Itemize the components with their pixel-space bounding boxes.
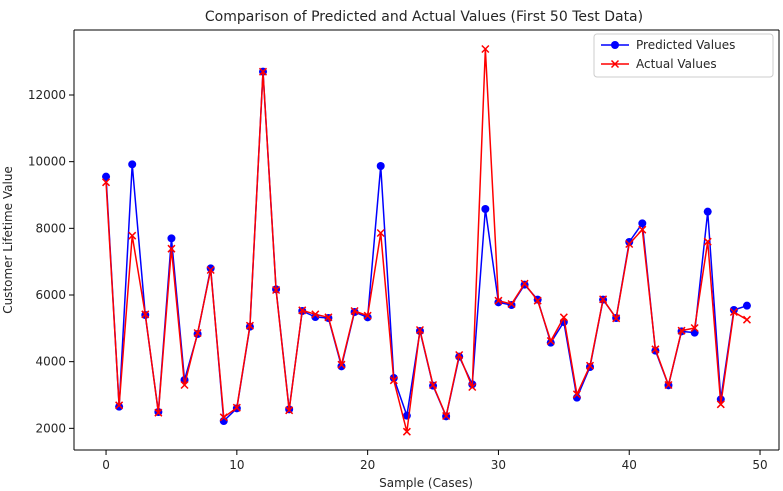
x-tick-label: 10 bbox=[229, 458, 244, 472]
data-point-predicted bbox=[625, 238, 634, 246]
data-point-actual bbox=[599, 295, 608, 304]
x-tick-label: 50 bbox=[752, 458, 767, 472]
data-point-predicted bbox=[128, 160, 137, 169]
data-point-actual bbox=[729, 307, 738, 317]
chart-title: Comparison of Predicted and Actual Value… bbox=[205, 9, 643, 25]
data-point-predicted bbox=[494, 298, 503, 307]
legend-marker-actual bbox=[610, 59, 620, 69]
data-point-actual bbox=[245, 321, 254, 330]
y-tick-label: 12000 bbox=[28, 88, 66, 102]
data-point-actual bbox=[507, 299, 516, 309]
y-tick-label: 8000 bbox=[35, 221, 66, 235]
data-point-actual bbox=[494, 296, 503, 305]
data-point-actual bbox=[481, 44, 490, 54]
plot-area bbox=[74, 30, 779, 450]
data-point-actual bbox=[402, 427, 411, 436]
data-point-actual bbox=[141, 310, 150, 319]
data-point-predicted bbox=[102, 172, 111, 181]
data-point-predicted bbox=[742, 301, 751, 310]
data-point-actual bbox=[625, 239, 634, 249]
data-point-actual bbox=[298, 306, 307, 315]
data-point-predicted bbox=[206, 264, 215, 273]
x-tick-label: 20 bbox=[360, 458, 375, 472]
legend: Predicted Values Actual Values bbox=[593, 33, 774, 78]
series-layer bbox=[102, 44, 751, 436]
data-point-actual bbox=[311, 310, 320, 319]
data-point-actual bbox=[415, 325, 424, 335]
data-point-actual bbox=[677, 326, 686, 335]
data-point-actual bbox=[219, 413, 228, 422]
data-point-actual bbox=[180, 380, 189, 390]
data-point-actual bbox=[337, 360, 346, 369]
data-point-actual bbox=[690, 323, 699, 333]
legend-marker-predicted bbox=[611, 41, 619, 49]
data-point-predicted bbox=[167, 234, 176, 243]
data-point-actual bbox=[585, 361, 595, 370]
data-point-predicted bbox=[481, 205, 490, 213]
x-tick-label: 40 bbox=[622, 458, 637, 472]
x-tick-label: 30 bbox=[491, 458, 506, 472]
legend-box bbox=[593, 33, 774, 78]
axes-layer bbox=[73, 29, 780, 451]
data-point-actual bbox=[389, 376, 398, 385]
data-point-predicted bbox=[729, 306, 738, 314]
data-point-actual bbox=[455, 350, 464, 360]
legend-label-predicted: Predicted Values bbox=[636, 38, 735, 52]
data-point-predicted bbox=[376, 162, 385, 170]
data-point-actual bbox=[612, 314, 621, 323]
data-point-actual bbox=[742, 315, 751, 324]
data-point-predicted bbox=[546, 338, 555, 347]
data-point-predicted bbox=[115, 402, 124, 411]
y-tick-label: 2000 bbox=[35, 421, 66, 435]
data-point-actual bbox=[703, 237, 712, 246]
data-point-actual bbox=[520, 279, 529, 288]
data-point-actual bbox=[468, 382, 477, 392]
data-point-actual bbox=[206, 265, 215, 275]
x-axis-label: Sample (Cases) bbox=[379, 476, 473, 490]
data-point-actual bbox=[285, 406, 294, 415]
data-point-actual bbox=[716, 400, 725, 409]
data-point-actual bbox=[429, 380, 438, 390]
data-point-actual bbox=[232, 403, 241, 412]
y-tick-label: 6000 bbox=[35, 288, 66, 302]
data-point-predicted bbox=[638, 219, 647, 228]
data-point-actual bbox=[154, 408, 163, 417]
data-point-actual bbox=[324, 313, 333, 322]
data-point-actual bbox=[272, 285, 281, 295]
data-point-actual bbox=[350, 306, 359, 316]
data-point-actual bbox=[638, 225, 647, 234]
data-point-actual bbox=[115, 401, 124, 410]
data-point-actual bbox=[128, 231, 137, 240]
data-point-actual bbox=[651, 345, 660, 354]
legend-label-actual: Actual Values bbox=[636, 57, 717, 71]
y-axis-label: Customer Lifetime Value bbox=[1, 166, 15, 314]
data-point-actual bbox=[572, 390, 581, 399]
data-point-predicted bbox=[703, 207, 712, 216]
data-point-actual bbox=[363, 311, 372, 320]
y-tick-label: 4000 bbox=[35, 355, 66, 369]
data-point-actual bbox=[533, 296, 542, 305]
data-point-actual bbox=[258, 67, 268, 76]
data-point-actual bbox=[442, 411, 451, 421]
x-tick-label: 0 bbox=[102, 458, 110, 472]
data-point-actual bbox=[193, 328, 202, 338]
data-point-actual bbox=[102, 178, 111, 187]
data-point-actual bbox=[376, 228, 385, 238]
data-point-actual bbox=[167, 244, 176, 253]
y-tick-label: 10000 bbox=[28, 155, 66, 169]
data-point-actual bbox=[559, 313, 568, 322]
data-point-actual bbox=[546, 336, 555, 346]
ticks-layer: 0 10 20 30 40 50 2000 4000 6000 8000 10000 12000 bbox=[28, 88, 768, 472]
data-point-actual bbox=[664, 380, 673, 390]
data-point-predicted bbox=[337, 362, 346, 371]
